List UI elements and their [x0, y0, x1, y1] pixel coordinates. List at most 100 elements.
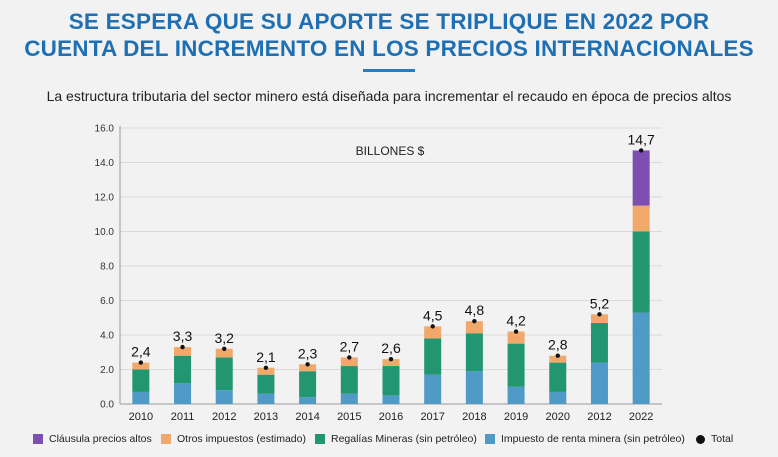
bar-segment-regalias-mineras-sin-petroleo	[465, 333, 483, 372]
legend-swatch-total	[696, 434, 705, 444]
bar-segment-otros-impuestos-estimado	[465, 321, 483, 334]
legend-swatch-regalias	[315, 434, 325, 444]
bar-segment-otros-impuestos-estimado	[382, 359, 400, 367]
legend-label-clausula: Cláusula precios altos	[49, 433, 152, 445]
bar-segment-impuesto-de-renta-minera-sin-petroleo	[507, 386, 525, 404]
legend-label-total: Total	[711, 433, 734, 445]
total-label: 4,2	[506, 313, 526, 329]
bar-segment-otros-impuestos-estimado	[632, 205, 650, 232]
legend-label-renta: Impuesto de renta minera (sin petróleo)	[501, 433, 685, 445]
total-label: 3,3	[173, 328, 193, 344]
y-tick-label: 14.0	[95, 158, 115, 169]
legend-item-clausula: Cláusula precios altos	[33, 433, 152, 445]
total-label: 2,1	[256, 349, 276, 365]
bar-segment-impuesto-de-renta-minera-sin-petroleo	[465, 371, 483, 404]
x-tick-label: 2010	[129, 411, 153, 423]
y-tick-label: 4.0	[100, 331, 114, 342]
bar-segment-otros-impuestos-estimado	[257, 367, 275, 375]
bar-segment-otros-impuestos-estimado	[507, 331, 525, 344]
bar-segment-regalias-mineras-sin-petroleo	[340, 366, 358, 394]
title-line-2: CUENTA DEL INCREMENTO EN LOS PRECIOS INT…	[24, 36, 754, 61]
bar-segment-regalias-mineras-sin-petroleo	[215, 357, 233, 391]
bar-segment-otros-impuestos-estimado	[132, 362, 150, 370]
total-marker	[180, 344, 185, 350]
bar-segment-regalias-mineras-sin-petroleo	[299, 371, 317, 398]
bar-segment-regalias-mineras-sin-petroleo	[590, 322, 608, 363]
legend-swatch-otros	[161, 434, 171, 444]
x-tick-label: 2014	[295, 411, 319, 423]
bar-segment-regalias-mineras-sin-petroleo	[507, 343, 525, 387]
bar-segment-impuesto-de-renta-minera-sin-petroleo	[174, 383, 192, 404]
y-tick-label: 8.0	[100, 262, 114, 273]
bar-segment-otros-impuestos-estimado	[590, 314, 608, 323]
legend-item-total: Total	[696, 433, 733, 445]
bar-segment-regalias-mineras-sin-petroleo	[632, 231, 650, 313]
bar-segment-clausula-precios-altos	[632, 150, 650, 206]
x-tick-label: 2020	[546, 411, 570, 423]
x-tick-label: 2017	[420, 411, 444, 423]
total-label: 2,6	[381, 340, 401, 356]
x-tick-label: 2012	[587, 411, 611, 423]
bar-segment-impuesto-de-renta-minera-sin-petroleo	[382, 395, 400, 404]
total-label: 14,7	[628, 131, 655, 147]
bar-segment-impuesto-de-renta-minera-sin-petroleo	[340, 393, 358, 404]
total-label: 4,8	[465, 302, 485, 318]
legend-swatch-clausula	[33, 434, 43, 444]
y-tick-label: 0.0	[100, 400, 114, 411]
legend-item-otros: Otros impuestos (estimado)	[161, 433, 306, 445]
y-tick-label: 2.0	[100, 365, 114, 376]
x-tick-label: 2019	[504, 411, 528, 423]
bar-segment-otros-impuestos-estimado	[549, 355, 567, 363]
total-marker	[555, 353, 560, 358]
total-marker	[222, 346, 227, 351]
legend-label-regalias: Regalías Mineras (sin petróleo)	[331, 433, 477, 445]
bar-segment-regalias-mineras-sin-petroleo	[382, 366, 400, 396]
y-tick-label: 16.0	[95, 124, 115, 135]
bar-segment-regalias-mineras-sin-petroleo	[132, 369, 150, 392]
legend-label-otros: Otros impuestos (estimado)	[177, 433, 306, 445]
total-marker	[472, 319, 477, 324]
y-tick-label: 6.0	[100, 296, 114, 307]
title-underline	[363, 69, 415, 72]
bar-segment-impuesto-de-renta-minera-sin-petroleo	[632, 312, 650, 404]
bar-segment-otros-impuestos-estimado	[299, 364, 317, 372]
bar-segment-impuesto-de-renta-minera-sin-petroleo	[549, 391, 567, 404]
total-label: 5,2	[590, 295, 610, 311]
x-tick-label: 2022	[629, 411, 653, 423]
total-marker	[430, 324, 435, 329]
title-line-1: SE ESPERA QUE SU APORTE SE TRIPLIQUE EN …	[68, 9, 710, 34]
total-marker	[305, 362, 310, 367]
x-tick-label: 2013	[254, 411, 278, 423]
total-marker	[597, 312, 602, 317]
stacked-bar-chart: 0.0 2.0 4.0 6.0 8.0 10.0 12.0 14.0 16.0 BILLONES …	[95, 124, 662, 423]
total-marker	[638, 148, 644, 153]
total-marker	[513, 329, 519, 334]
x-tick-label: 2011	[171, 411, 195, 423]
bar-segment-impuesto-de-renta-minera-sin-petroleo	[215, 390, 233, 404]
bar-segment-otros-impuestos-estimado	[340, 357, 358, 367]
total-marker	[263, 365, 269, 370]
x-tick-label: 2016	[379, 411, 403, 423]
bar-segment-otros-impuestos-estimado	[424, 326, 442, 339]
bar-segment-impuesto-de-renta-minera-sin-petroleo	[424, 374, 442, 404]
y-tick-label: 12.0	[95, 193, 115, 204]
bar-segment-regalias-mineras-sin-petroleo	[174, 355, 192, 384]
bar-segment-regalias-mineras-sin-petroleo	[257, 374, 275, 394]
bar-segment-regalias-mineras-sin-petroleo	[424, 338, 442, 375]
total-marker	[138, 360, 144, 365]
x-tick-label: 2018	[462, 411, 486, 423]
bar-segment-regalias-mineras-sin-petroleo	[549, 362, 567, 392]
bar-segment-impuesto-de-renta-minera-sin-petroleo	[257, 393, 275, 404]
y-tick-label: 10.0	[95, 227, 115, 238]
bar-segment-impuesto-de-renta-minera-sin-petroleo	[299, 397, 317, 404]
bar-segment-impuesto-de-renta-minera-sin-petroleo	[132, 391, 150, 404]
bar-segment-otros-impuestos-estimado	[174, 347, 192, 356]
total-marker	[347, 355, 352, 360]
chart-title: SE ESPERA QUE SU APORTE SE TRIPLIQUE EN …	[0, 8, 778, 62]
x-tick-label: 2012	[212, 411, 236, 423]
chart-subtitle: La estructura tributaria del sector mine…	[46, 88, 732, 104]
bar-segment-otros-impuestos-estimado	[215, 348, 233, 358]
legend-item-regalias: Regalías Mineras (sin petróleo)	[315, 433, 477, 445]
total-label: 3,2	[214, 330, 234, 346]
legend-swatch-renta	[485, 434, 495, 444]
